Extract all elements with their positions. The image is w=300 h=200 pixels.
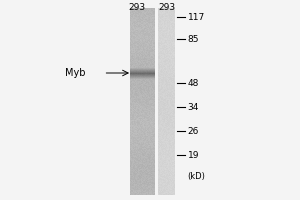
Text: 48: 48 (188, 78, 199, 88)
Text: 85: 85 (188, 34, 199, 44)
Text: Myb: Myb (65, 68, 85, 78)
Text: 293: 293 (158, 2, 175, 11)
Text: (kD): (kD) (188, 171, 206, 180)
Text: 19: 19 (188, 151, 199, 160)
Text: 293: 293 (128, 2, 145, 11)
Text: 117: 117 (188, 12, 205, 21)
Text: 34: 34 (188, 102, 199, 112)
Text: 26: 26 (188, 127, 199, 136)
